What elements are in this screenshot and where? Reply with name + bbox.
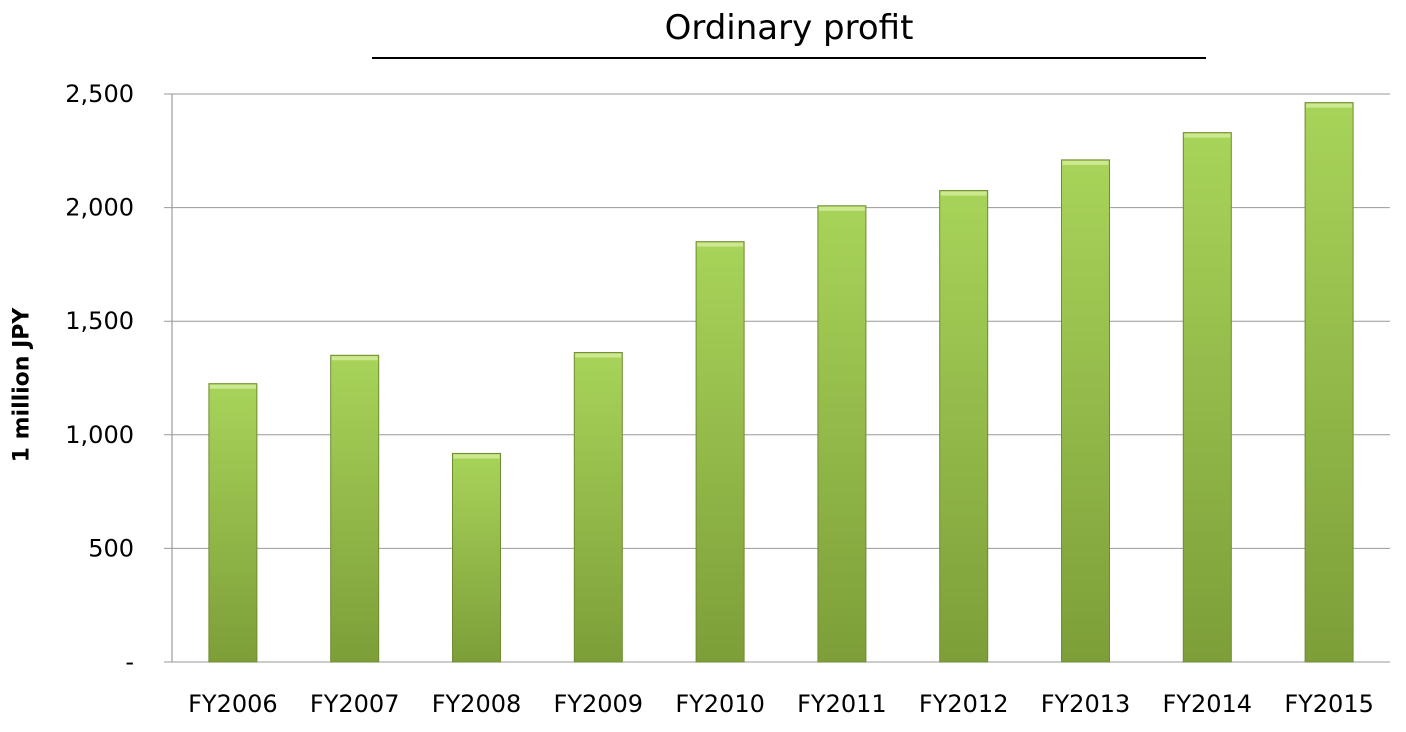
x-tick-label: FY2010 bbox=[675, 690, 765, 718]
title-underline bbox=[372, 57, 1206, 59]
bar-fy2011 bbox=[817, 205, 867, 663]
bar-fy2010 bbox=[695, 241, 745, 663]
bar-highlight bbox=[697, 242, 744, 247]
y-tick-label: - bbox=[125, 648, 134, 676]
x-tick-label: FY2006 bbox=[188, 690, 278, 718]
bar-highlight bbox=[818, 206, 865, 211]
bar-fy2015 bbox=[1304, 102, 1354, 663]
bar-fy2014 bbox=[1182, 132, 1232, 663]
bar-highlight bbox=[1306, 103, 1353, 108]
bar-fy2009 bbox=[573, 352, 623, 663]
bar-fy2006 bbox=[208, 383, 258, 663]
bar-fy2007 bbox=[330, 354, 380, 663]
y-tick-label: 1,000 bbox=[65, 421, 134, 449]
bar-highlight bbox=[453, 454, 500, 459]
x-tick-label: FY2008 bbox=[432, 690, 522, 718]
bar-fy2008 bbox=[452, 452, 501, 663]
bar-highlight bbox=[575, 353, 622, 358]
bar-highlight bbox=[209, 384, 256, 389]
chart-title: Ordinary profit bbox=[664, 8, 914, 48]
y-tick-label: 2,000 bbox=[65, 194, 134, 222]
bar-highlight bbox=[1062, 160, 1109, 165]
x-tick-label: FY2014 bbox=[1163, 690, 1253, 718]
bar-highlight bbox=[331, 356, 378, 361]
bar-fy2013 bbox=[1061, 159, 1110, 663]
bar-fy2012 bbox=[939, 190, 989, 663]
y-tick-label: 1,500 bbox=[65, 307, 134, 335]
x-tick-label: FY2009 bbox=[554, 690, 644, 718]
x-tick-label: FY2013 bbox=[1041, 690, 1131, 718]
y-tick-label: 2,500 bbox=[65, 80, 134, 108]
x-tick-label: FY2015 bbox=[1284, 690, 1374, 718]
x-tick-label: FY2012 bbox=[919, 690, 1009, 718]
x-tick-label: FY2007 bbox=[310, 690, 400, 718]
y-tick-label: 500 bbox=[88, 534, 134, 562]
bar-highlight bbox=[1184, 133, 1231, 138]
x-tick-label: FY2011 bbox=[797, 690, 887, 718]
bar-highlight bbox=[940, 191, 987, 196]
